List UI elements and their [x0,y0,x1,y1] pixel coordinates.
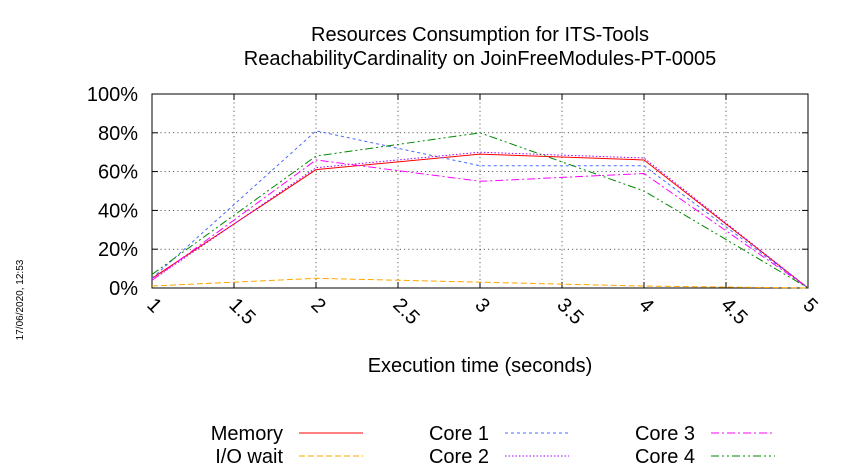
series-lines [151,130,809,289]
legend-label: Core 2 [429,446,489,468]
series-line-core-4 [151,132,809,289]
series-line-core-1 [151,130,809,289]
x-tick-label: 4 [634,294,657,317]
chart-title-line-2: ReachabilityCardinality on JoinFreeModul… [244,48,716,70]
grid-lines [151,93,809,289]
y-tick-label: 60% [98,162,138,184]
legend-label: Core 4 [635,446,695,468]
plot-frame [151,93,809,289]
legend-label: Core 1 [429,423,489,445]
x-tick-label: 3 [470,294,493,317]
timestamp: 17/06/2020, 12:53 [15,259,26,340]
x-tick-label: 2.5 [388,294,423,329]
legend-label: Core 3 [635,423,695,445]
x-tick-label: 5 [798,294,821,317]
chart-title: Resources Consumption for ITS-ToolsReach… [244,24,716,70]
legend-label: I/O wait [215,446,283,468]
series-line-core-3 [151,159,809,289]
y-tick-label: 100% [87,84,138,106]
x-axis-label: Execution time (seconds) [368,355,593,377]
y-tick-labels: 0% 20% 40% 60% 80% 100% [87,84,138,300]
x-tick-label: 1.5 [224,294,259,329]
x-tick-labels: 1 1.5 2 2.5 3 3.5 4 4.5 5 [142,294,821,329]
legend-label: Memory [211,423,283,445]
series-line-i-o-wait [151,277,809,289]
series-line-memory [151,153,809,289]
y-tick-label: 20% [98,239,138,261]
y-tick-label: 40% [98,200,138,222]
x-tick-label: 1 [142,294,165,317]
x-tick-label: 2 [306,294,329,317]
x-tick-label: 4.5 [716,294,751,329]
x-tick-label: 3.5 [552,294,587,329]
y-tick-label: 80% [98,123,138,145]
chart-title-line-1: Resources Consumption for ITS-Tools [311,24,649,46]
y-tick-label: 0% [109,278,138,300]
